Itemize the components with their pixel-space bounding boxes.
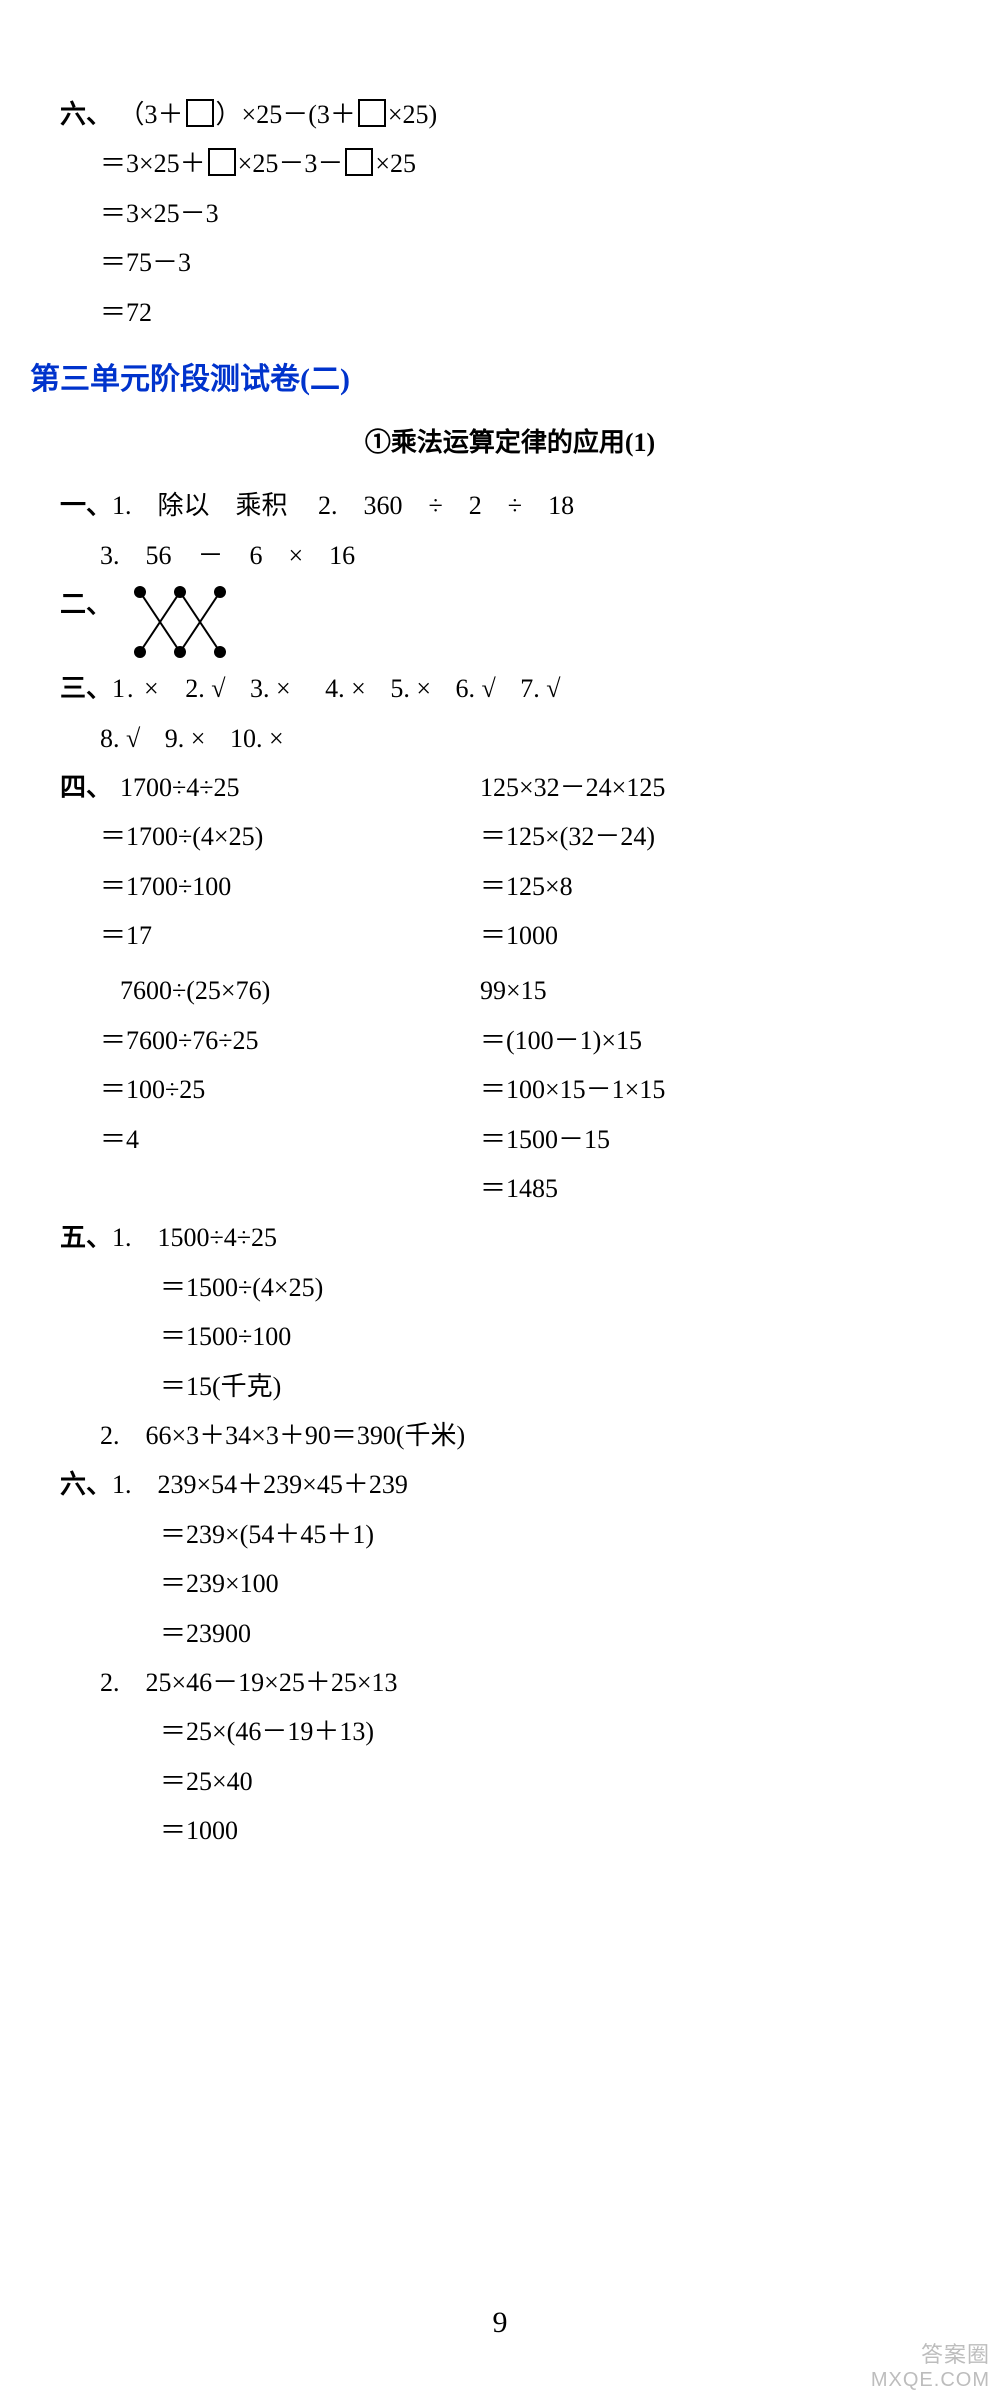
q4-a1-2: ＝1700÷100 bbox=[100, 862, 460, 911]
unit-title: 第三单元阶段测试卷(二) bbox=[30, 351, 960, 408]
q6-label: 六、 bbox=[60, 1470, 112, 1499]
q4-b2-1: ＝(100－1)×15 bbox=[480, 1016, 840, 1065]
q4-b1-1: ＝125×(32－24) bbox=[480, 812, 840, 861]
q6-p2-1: ＝25×(46－19＋13) bbox=[160, 1707, 960, 1756]
sub-title: ①乘法运算定律的应用(1) bbox=[60, 418, 960, 467]
q1-label: 一、 bbox=[60, 491, 112, 520]
q6-p1-3: ＝23900 bbox=[160, 1609, 960, 1658]
q5-p1-0: 1. 1500÷4÷25 bbox=[112, 1223, 277, 1252]
q2-label: 二、 bbox=[60, 580, 112, 629]
q4-a2-1: ＝7600÷76÷25 bbox=[100, 1016, 460, 1065]
q4-a1-1: ＝1700÷(4×25) bbox=[100, 812, 460, 861]
s6-line1: ＝3×25＋×25－3－×25 bbox=[100, 139, 960, 188]
q4-a2-3: ＝4 bbox=[100, 1115, 460, 1164]
watermark-en: MXQE.COM bbox=[871, 2368, 990, 2392]
q4-a2-4 bbox=[100, 1164, 460, 1213]
q3-a3: 4. × bbox=[325, 674, 366, 703]
q3-a9: 10. × bbox=[230, 724, 284, 753]
q4-b2-4: ＝1485 bbox=[480, 1164, 840, 1213]
blank-box bbox=[208, 148, 236, 176]
q3-label: 三、 bbox=[60, 674, 112, 703]
s6-line2: ＝3×25－3 bbox=[100, 189, 960, 238]
q4-b1-2: ＝125×8 bbox=[480, 862, 840, 911]
blank-box bbox=[358, 99, 386, 127]
q4-a2-2: ＝100÷25 bbox=[100, 1065, 460, 1114]
q3-a4: 5. × bbox=[390, 674, 431, 703]
q6-p1-0: 1. 239×54＋239×45＋239 bbox=[112, 1470, 408, 1499]
matching-diagram bbox=[120, 580, 240, 664]
section-6-label: 六、 bbox=[60, 100, 112, 129]
q1-item0: 1. 除以 乘积 bbox=[112, 491, 288, 520]
q3-a5: 6. √ bbox=[455, 674, 495, 703]
blank-box bbox=[345, 148, 373, 176]
q6-p1-1: ＝239×(54＋45＋1) bbox=[160, 1510, 960, 1559]
q4-a1-3: ＝17 bbox=[100, 911, 460, 960]
q4-b2-0: 99×15 bbox=[480, 966, 840, 1015]
q4-b2-2: ＝100×15－1×15 bbox=[480, 1065, 840, 1114]
q6-p1-2: ＝239×100 bbox=[160, 1559, 960, 1608]
q1-item1: 2. 360 ÷ 2 ÷ 18 bbox=[318, 491, 574, 520]
q5-p1-3: ＝15(千克) bbox=[160, 1362, 960, 1411]
q4-label: 四、 bbox=[60, 773, 112, 802]
q6-p2-0: 2. 25×46－19×25＋25×13 bbox=[100, 1658, 960, 1707]
q3-a6: 7. √ bbox=[520, 674, 560, 703]
q5-p1-1: ＝1500÷(4×25) bbox=[160, 1263, 960, 1312]
q4-b1-0: 125×32－24×125 bbox=[480, 763, 840, 812]
q3-a0: 1. × bbox=[112, 674, 161, 703]
q6-p2-2: ＝25×40 bbox=[160, 1757, 960, 1806]
s6-line3: ＝75－3 bbox=[100, 238, 960, 287]
q3-a1: 2. √ bbox=[185, 674, 225, 703]
q5-p2: 2. 66×3＋34×3＋90＝390(千米) bbox=[100, 1411, 960, 1460]
q4-b1-3: ＝1000 bbox=[480, 911, 840, 960]
q4-a1-0: 1700÷4÷25 bbox=[120, 763, 480, 812]
watermark-cn: 答案圈 bbox=[871, 2342, 990, 2368]
q6-p2-3: ＝1000 bbox=[160, 1806, 960, 1855]
q4-b2-3: ＝1500－15 bbox=[480, 1115, 840, 1164]
q4-a2-0: 7600÷(25×76) bbox=[120, 966, 480, 1015]
s6-line0: （3＋）×25－(3＋×25) bbox=[119, 100, 438, 129]
q5-p1-2: ＝1500÷100 bbox=[160, 1312, 960, 1361]
q3-a7: 8. √ bbox=[100, 724, 140, 753]
blank-box bbox=[186, 99, 214, 127]
q1-item2: 3. 56 － 6 × 16 bbox=[100, 531, 960, 580]
q3-a2: 3. × bbox=[250, 674, 291, 703]
s6-line4: ＝72 bbox=[100, 288, 960, 337]
page-number: 9 bbox=[493, 2306, 508, 2340]
q5-label: 五、 bbox=[60, 1223, 112, 1252]
q3-a8: 9. × bbox=[165, 724, 206, 753]
watermark: 答案圈 MXQE.COM bbox=[871, 2342, 990, 2392]
